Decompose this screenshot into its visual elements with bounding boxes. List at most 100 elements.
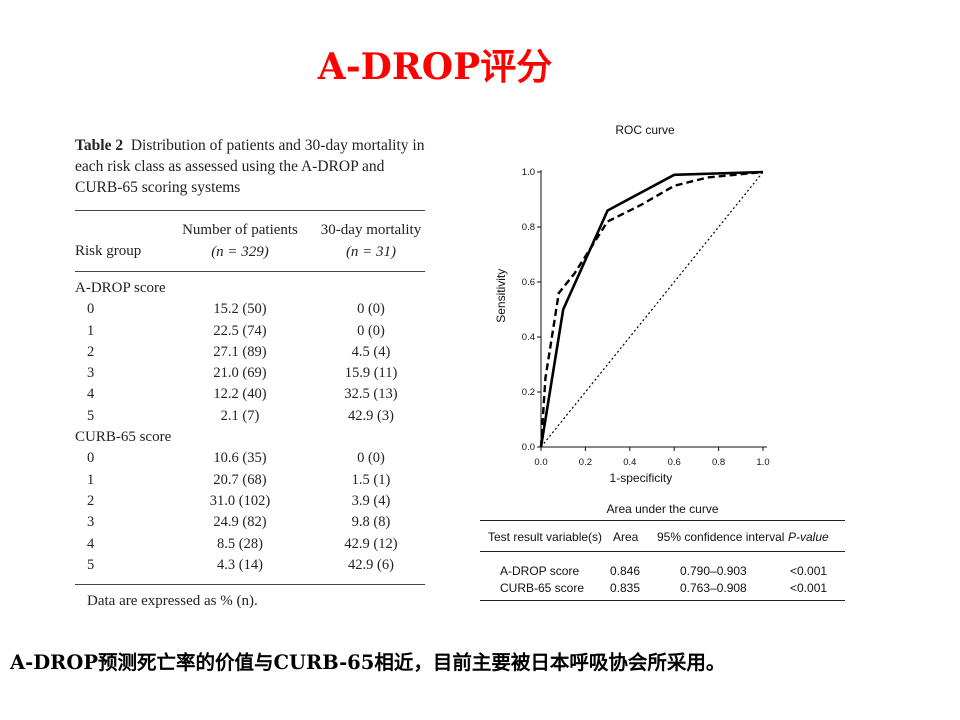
col-patients-label: Number of patients: [182, 222, 298, 238]
table-footnote: Data are expressed as % (n).: [87, 593, 258, 610]
mortality-cell: 3.9 (4): [351, 492, 391, 509]
score-cell: 4: [87, 535, 95, 552]
auc-caption: Area under the curve: [606, 502, 719, 516]
mortality-cell: 42.9 (3): [348, 407, 394, 424]
auc-rule-mid: [480, 551, 845, 552]
note-text-2: 相近，目前主要被日本呼吸协会所采用。: [374, 651, 726, 674]
x-tick-label: 0.8: [712, 457, 725, 468]
auc-cell: <0.001: [790, 564, 828, 578]
mortality-cell: 42.9 (6): [348, 556, 394, 573]
col-mortality-label: 30-day mortality: [320, 222, 422, 238]
mortality-cell: 9.8 (8): [351, 514, 391, 531]
y-tick-label: 1.0: [522, 167, 535, 178]
auc-rule-bottom: [480, 600, 845, 601]
table-row: 5 4.3 (14) 42.9 (6): [75, 555, 425, 576]
roc-series-dotted: [540, 171, 764, 448]
roc-chart: ROC curve 0.0 0.2 0.4 0.6 0.8 1.0 0.0 0.2 0.4 0.6 0…: [485, 115, 850, 485]
table-label: Table 2: [75, 137, 124, 154]
table-body: A-DROP score 0 15.2 (50) 0 (0) 1 22.5 (74) 0 (…: [75, 272, 425, 584]
roc-series-solid: [539, 170, 764, 448]
roc-chart-svg: ROC curve 0.0 0.2 0.4 0.6 0.8 1.0 0.0 0.2 0.4 0.6 0…: [485, 115, 850, 485]
mortality-cell: 0 (0): [357, 450, 385, 467]
auc-header-cell: Area: [613, 530, 639, 544]
auc-cell: 0.846: [610, 564, 641, 578]
col-patients-n: (n = 329): [211, 244, 269, 260]
patients-cell: 21.0 (69): [213, 365, 267, 382]
mortality-cell: 1.5 (1): [351, 471, 391, 488]
patients-cell: 8.5 (28): [217, 535, 263, 552]
y-tick-label: 0.6: [522, 277, 535, 288]
table-row: 4 8.5 (28) 42.9 (12): [75, 534, 425, 555]
col-header-risk: Risk group: [75, 243, 142, 259]
table-row: 0 15.2 (50) 0 (0): [75, 299, 425, 320]
col-mortality-n: (n = 31): [345, 244, 397, 260]
bottom-note: A-DROP预测死亡率的价值与CURB-65相近，目前主要被日本呼吸协会所采用。: [10, 646, 955, 675]
patients-cell: 15.2 (50): [213, 301, 267, 318]
patients-cell: 4.3 (14): [217, 556, 263, 573]
table-section-label: A-DROP score: [75, 280, 166, 296]
table-header: Number of patients (n = 329) 30-day mort…: [75, 211, 425, 271]
auc-cell: 0.835: [610, 581, 641, 595]
x-tick-label: 0.2: [579, 457, 592, 468]
note-text-1: 预测死亡率的价值与: [98, 651, 274, 674]
table-row: 1 20.7 (68) 1.5 (1): [75, 470, 425, 491]
score-cell: 0: [87, 450, 95, 467]
table-caption-text: Distribution of patients and 30-day mort…: [75, 137, 425, 196]
mortality-cell: 15.9 (11): [344, 365, 398, 382]
x-tick-label: 0.0: [534, 457, 547, 468]
auc-rule-top: [480, 520, 845, 521]
x-tick-label: 0.4: [623, 457, 636, 468]
col-header-patients: Number of patients (n = 329): [170, 219, 310, 263]
patients-cell: 10.6 (35): [213, 450, 267, 467]
auc-cell: 0.763–0.908: [680, 581, 747, 595]
score-cell: 2: [87, 492, 95, 509]
y-tick-label: 0.4: [522, 332, 535, 343]
table-row: 5 2.1 (7) 42.9 (3): [75, 406, 425, 427]
mortality-cell: 32.5 (13): [344, 386, 398, 403]
y-tick-label: 0.2: [522, 387, 535, 398]
patients-cell: 31.0 (102): [209, 492, 271, 509]
y-tick-label: 0.0: [522, 442, 535, 453]
score-cell: 1: [87, 322, 95, 339]
y-tick-label: 0.8: [522, 222, 535, 233]
table-row: 3 21.0 (69) 15.9 (11): [75, 363, 425, 384]
mortality-cell: 42.9 (12): [344, 535, 398, 552]
patients-cell: 27.1 (89): [213, 343, 267, 360]
score-cell: 3: [87, 365, 95, 382]
mortality-cell: 0 (0): [357, 322, 385, 339]
auc-header-cell: 95% confidence interval: [657, 530, 785, 544]
table-row: 2 27.1 (89) 4.5 (4): [75, 342, 425, 363]
table-row: 1 22.5 (74) 0 (0): [75, 321, 425, 342]
auc-header-cell: Test result variable(s): [488, 530, 603, 544]
score-cell: 1: [87, 471, 95, 488]
table-row: 2 31.0 (102) 3.9 (4): [75, 491, 425, 512]
auc-cell: A-DROP score: [500, 564, 580, 578]
score-cell: 0: [87, 301, 95, 318]
table-rule-bottom: [75, 584, 425, 586]
y-axis-label: Sensitivity: [494, 269, 508, 323]
auc-header-cell: P-value: [788, 530, 829, 544]
note-latin-1: A-DROP: [10, 651, 98, 674]
score-cell: 3: [87, 514, 95, 531]
auc-cell: <0.001: [790, 581, 828, 595]
table-2: Table 2 Distribution of patients and 30-…: [75, 135, 425, 610]
score-cell: 5: [87, 407, 95, 424]
roc-title: ROC curve: [615, 123, 675, 137]
patients-cell: 24.9 (82): [213, 514, 267, 531]
patients-cell: 22.5 (74): [213, 322, 267, 339]
patients-cell: 12.2 (40): [213, 386, 267, 403]
slide-title: A-DROP评分: [317, 46, 553, 88]
patients-cell: 20.7 (68): [213, 471, 267, 488]
score-cell: 5: [87, 556, 95, 573]
auc-table: Area under the curve Test result variabl…: [480, 498, 845, 608]
table-rule-mid: [75, 271, 425, 272]
mortality-cell: 4.5 (4): [351, 343, 391, 360]
x-axis-label: 1-specificity: [610, 471, 673, 485]
x-tick-label: 1.0: [756, 457, 769, 468]
table-section-label: CURB-65 score: [75, 429, 172, 446]
patients-cell: 2.1 (7): [220, 407, 260, 424]
col-header-mortality: 30-day mortality (n = 31): [315, 219, 427, 263]
auc-cell: 0.790–0.903: [680, 564, 747, 578]
table-row: 3 24.9 (82) 9.8 (8): [75, 512, 425, 533]
score-cell: 4: [87, 386, 95, 403]
